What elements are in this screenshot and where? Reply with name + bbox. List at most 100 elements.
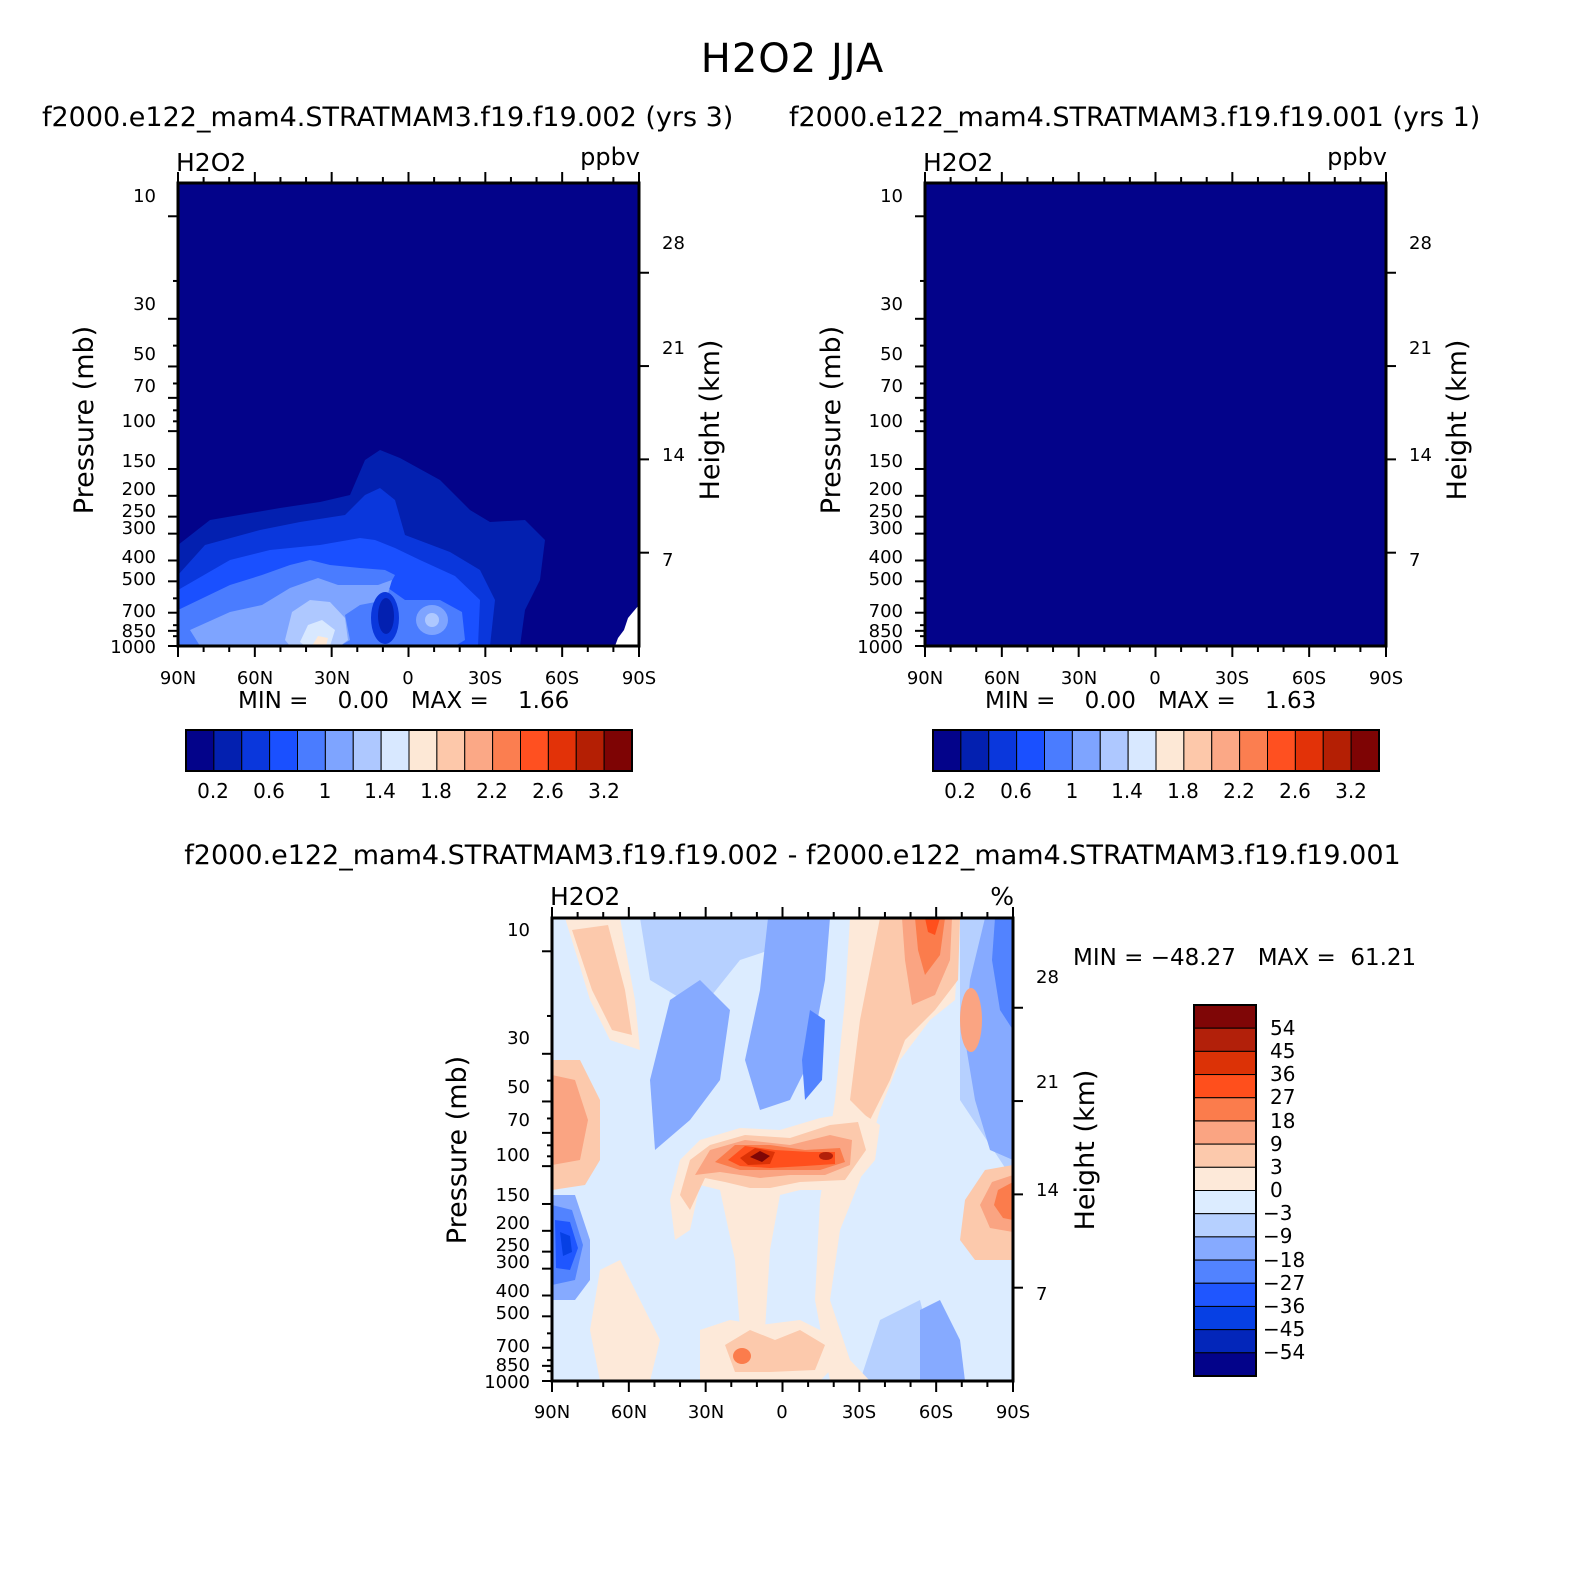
xtick-label: 60S (919, 1402, 953, 1423)
diff-pos-zone (960, 988, 982, 1052)
panel-2-units: ppbv (1327, 143, 1387, 171)
panel-1-subtitle: f2000.e122_mam4.STRATMAM3.f19.f19.002 (y… (42, 102, 734, 133)
colorbar-label: 3.2 (588, 779, 620, 803)
colorbar-box (1016, 729, 1045, 772)
xtick-label: 30N (1061, 668, 1097, 689)
ytick-label: 70 (880, 376, 903, 397)
colorbar-box (1193, 1329, 1257, 1354)
ytick-label: 700 (496, 1336, 530, 1357)
colorbar-box (932, 729, 962, 772)
colorbar-label: −3 (1263, 1201, 1292, 1225)
colorbar-box (297, 729, 326, 772)
ytick-label: 200 (496, 1213, 530, 1234)
diff-pos-zone (925, 918, 940, 935)
colorbar-label: 9 (1270, 1132, 1283, 1156)
height-tick-label: 7 (1036, 1284, 1047, 1305)
colorbar-label: 54 (1270, 1016, 1295, 1040)
diff-panel: H2O2 % Pressure (mb) Height (km) 10 30 5… (442, 882, 1305, 1423)
colorbar-box (1193, 1305, 1257, 1331)
colorbar-box (464, 729, 494, 772)
panel-1-variable: H2O2 (176, 148, 246, 177)
xtick-label: 60N (611, 1402, 647, 1423)
height-tick-label: 28 (1036, 967, 1059, 988)
xtick-label: 90N (160, 668, 196, 689)
panel-2-colorbar (932, 729, 1380, 772)
colorbar-box (1193, 1143, 1257, 1168)
colorbar-box (269, 729, 298, 772)
max-label: MAX = (1257, 945, 1336, 971)
diff-neg-zone (802, 1010, 825, 1100)
panel-1-ylabel: Pressure (mb) (69, 326, 100, 514)
colorbar-box (1183, 729, 1213, 772)
diff-pos-zone (819, 1152, 833, 1160)
diff-pos-zone (572, 925, 632, 1035)
ytick-label: 500 (122, 569, 156, 590)
colorbar-label: 1.8 (420, 779, 452, 803)
colorbar-label: 1.4 (1111, 779, 1143, 803)
colorbar-label: 2.6 (532, 779, 564, 803)
ytick-label: 150 (122, 451, 156, 472)
main-title: H2O2 JJA (700, 36, 885, 82)
ytick-label: 1000 (857, 637, 903, 658)
colorbar-box (408, 729, 438, 772)
ytick-label: 400 (122, 547, 156, 568)
colorbar-box (1193, 1352, 1257, 1377)
diff-max-zone (750, 1151, 770, 1162)
diff-ylabel: Pressure (mb) (442, 1056, 473, 1244)
height-tick-label: 7 (662, 550, 673, 571)
diff-colorbar (1193, 1004, 1257, 1377)
ytick-label: 850 (869, 621, 903, 642)
colorbar-label: 0.6 (253, 779, 285, 803)
diff-contours (552, 918, 1013, 1381)
panel-2-background (925, 183, 1386, 646)
ytick-label: 400 (869, 547, 903, 568)
colorbar-box (1193, 1027, 1257, 1052)
colorbar-label: 3.2 (1335, 779, 1367, 803)
max-value: 61.21 (1350, 945, 1417, 971)
xtick-label: 0 (402, 668, 413, 689)
colorbar-label: 1.4 (364, 779, 396, 803)
colorbar-box (1267, 729, 1296, 772)
ytick-label: 150 (869, 451, 903, 472)
panel-2: H2O2 ppbv Pressure (mb) Height (km) 10 3… (816, 143, 1473, 803)
height-tick-label: 14 (1409, 445, 1432, 466)
colorbar-label: −45 (1263, 1317, 1305, 1341)
colorbar-label: −54 (1263, 1340, 1305, 1364)
colorbar-box (520, 729, 549, 772)
ytick-label: 150 (496, 1185, 530, 1206)
colorbar-box (324, 729, 354, 772)
ytick-label: 200 (869, 479, 903, 500)
ytick-label: 10 (880, 186, 903, 207)
xtick-label: 60N (984, 668, 1020, 689)
panel-1-x-ticks (177, 172, 640, 657)
colorbar-label: 2.2 (1223, 779, 1255, 803)
diff-pos-zone (994, 1182, 1013, 1220)
height-tick-label: 14 (662, 445, 685, 466)
diff-pos-zone (915, 918, 945, 975)
diff-near-zero (990, 1300, 1013, 1381)
min-label: MIN = (238, 688, 309, 714)
colorbar-box (1155, 729, 1185, 772)
ytick-label: 30 (507, 1028, 530, 1049)
max-label: MAX = (1157, 688, 1236, 714)
diff-y-ticks (542, 950, 1023, 1382)
panel-2-subtitle: f2000.e122_mam4.STRATMAM3.f19.f19.001 (y… (789, 102, 1481, 133)
colorbar-label: 2.6 (1279, 779, 1311, 803)
colorbar-label: 27 (1270, 1085, 1295, 1109)
colorbar-box (436, 729, 466, 772)
colorbar-box (1127, 729, 1157, 772)
xtick-label: 90S (1369, 668, 1403, 689)
ytick-label: 300 (869, 518, 903, 539)
min-label: MIN = (1073, 945, 1144, 971)
colorbar-box (575, 729, 605, 772)
height-tick-label: 21 (1409, 338, 1432, 359)
colorbar-box (1322, 729, 1352, 772)
xtick-label: 0 (1149, 668, 1160, 689)
panel-1-y-ticks (168, 215, 649, 647)
xtick-label: 30S (468, 668, 502, 689)
colorbar-box (213, 729, 243, 772)
diff-ylabel-right: Height (km) (1070, 1070, 1101, 1231)
ytick-label: 500 (496, 1303, 530, 1324)
colorbar-box (1193, 1050, 1257, 1076)
colorbar-label: −18 (1263, 1248, 1305, 1272)
